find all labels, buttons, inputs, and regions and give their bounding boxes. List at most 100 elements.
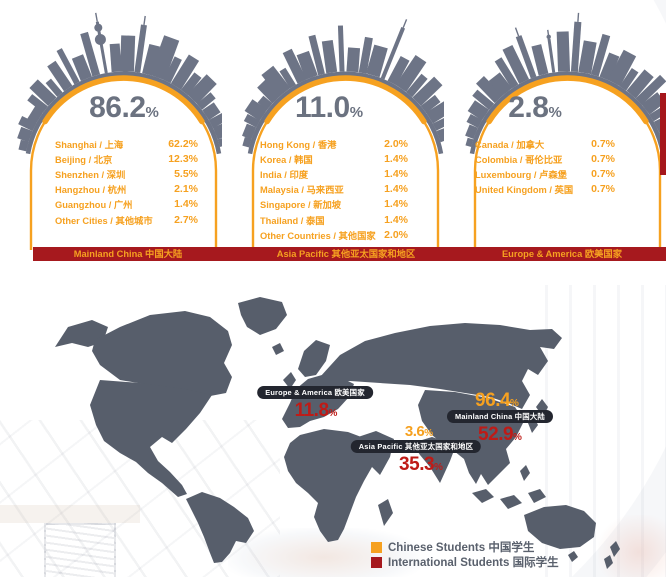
map-label-mainland-china: Mainland China 中国大陆 <box>446 410 554 423</box>
breakdown-value: 0.7% <box>591 152 615 165</box>
breakdown-row: Other Cities / 其他城市 2.7% <box>55 212 198 227</box>
panel-europe-america: 2.8% Canada / 加拿大 0.7% Colombia / 哥伦比亚 0.7… <box>444 0 666 262</box>
value-number: 3.6 <box>404 423 425 440</box>
region-total-percentage: 86.2% <box>13 91 235 125</box>
breakdown-row: Other Countries / 其他国家 2.0% <box>260 227 408 242</box>
breakdown-value: 0.7% <box>591 137 615 150</box>
breakdown-value: 1.4% <box>174 198 198 211</box>
legend-label: International Students 国际学生 <box>388 557 559 569</box>
breakdown-row: Colombia / 哥伦比亚 0.7% <box>475 151 615 166</box>
breakdown-label: Luxembourg / 卢森堡 <box>475 169 567 180</box>
breakdown-label: Korea / 韩国 <box>260 154 313 165</box>
skyline-base-arc <box>247 71 444 155</box>
percent-sign: % <box>434 462 443 473</box>
arch-top-arc <box>42 75 205 125</box>
breakdown-label: United Kingdom / 英国 <box>475 185 574 196</box>
region-panels: 86.2% Shanghai / 上海 62.2% Beijing / 北京 12.… <box>0 0 666 262</box>
breakdown-label: Malaysia / 马来西亚 <box>260 185 344 196</box>
value-number: 11.8 <box>294 400 329 421</box>
percent-sign: % <box>548 104 562 121</box>
panel-arch-graphic <box>242 19 444 250</box>
breakdown-label: Shenzhen / 深圳 <box>55 169 126 180</box>
breakdown-row: Singapore / 新加坡 1.4% <box>260 197 408 212</box>
breakdown-value: 2.0% <box>384 137 408 150</box>
percent-sign: % <box>349 104 364 121</box>
legend-row-international-students: International Students 国际学生 <box>371 555 559 569</box>
breakdown-value: 2.7% <box>174 213 198 226</box>
panel-asia-pacific: 11.0% Hong Kong / 香港 2.0% Korea / 韩国 1.4% … <box>222 0 444 262</box>
region-total-percentage: 2.8% <box>424 91 646 125</box>
breakdown-row: United Kingdom / 英国 0.7% <box>475 182 615 197</box>
arch-top-arc <box>486 75 649 125</box>
panel-arch-graphic <box>465 12 666 250</box>
skyline-base-arc <box>469 71 666 155</box>
breakdown-label: Canada / 加拿大 <box>475 139 545 150</box>
breakdown-value: 1.4% <box>384 167 408 180</box>
panel-mainland-china: 86.2% Shanghai / 上海 62.2% Beijing / 北京 12.… <box>0 0 222 262</box>
percent-sign: % <box>145 104 159 121</box>
breakdown-row: Luxembourg / 卢森堡 0.7% <box>475 166 615 181</box>
map-label-europe-america: Europe & America 欧美国家 <box>257 386 373 399</box>
percent-sign: % <box>513 432 522 443</box>
breakdown-value: 5.5% <box>174 167 198 180</box>
breakdown-label: Thailand / 泰国 <box>260 215 325 226</box>
breakdown-label: Singapore / 新加坡 <box>260 200 342 211</box>
breakdown-row: Shenzhen / 深圳 5.5% <box>55 166 198 181</box>
breakdown-list: Canada / 加拿大 0.7% Colombia / 哥伦比亚 0.7% Lux… <box>475 136 615 197</box>
world-map-illustration <box>55 297 620 569</box>
map-value-europe-international: 11.8% <box>295 400 338 422</box>
breakdown-value: 1.4% <box>384 152 408 165</box>
legend-row-chinese-students: Chinese Students 中国学生 <box>371 540 559 554</box>
breakdown-value: 1.4% <box>384 213 408 226</box>
shanghai-beijing-skyline-icon <box>17 12 222 152</box>
breakdown-row: Hangzhou / 杭州 2.1% <box>55 182 198 197</box>
region-bar-label-mainland-china: Mainland China 中国大陆 <box>73 249 183 259</box>
region-total-number: 2.8 <box>508 91 549 124</box>
map-value-asia-chinese: 3.6% <box>405 423 433 440</box>
breakdown-label: Beijing / 北京 <box>55 154 113 165</box>
breakdown-label: India / 印度 <box>260 169 309 180</box>
panel-arch-graphic <box>17 12 222 250</box>
breakdown-row: Malaysia / 马来西亚 1.4% <box>260 182 408 197</box>
map-legend: Chinese Students 中国学生 International Stud… <box>371 540 559 570</box>
region-total-percentage: 11.0% <box>218 91 440 125</box>
breakdown-value: 2.0% <box>384 228 408 241</box>
skyline-base-arc <box>25 71 222 155</box>
page-edge-tab <box>660 93 666 175</box>
hong-kong-skyline-icon <box>242 19 444 148</box>
breakdown-value: 12.3% <box>168 152 198 165</box>
map-label-asia-pacific: Asia Pacific 其他亚太国家和地区 <box>350 440 482 453</box>
breakdown-label: Other Cities / 其他城市 <box>55 215 153 226</box>
breakdown-row: Beijing / 北京 12.3% <box>55 151 198 166</box>
breakdown-label: Other Countries / 其他国家 <box>260 230 376 241</box>
map-value-mainland-chinese: 96.4% <box>475 390 519 412</box>
map-value-mainland-international: 52.9% <box>478 424 522 446</box>
breakdown-label: Shanghai / 上海 <box>55 139 124 150</box>
region-bar-label-europe-america: Europe & America 欧美国家 <box>501 249 623 259</box>
breakdown-value: 62.2% <box>168 137 198 150</box>
value-number: 96.4 <box>475 390 511 411</box>
breakdown-value: 0.7% <box>591 167 615 180</box>
breakdown-label: Hong Kong / 香港 <box>260 139 337 150</box>
breakdown-row: Hong Kong / 香港 2.0% <box>260 136 408 151</box>
region-total-number: 86.2 <box>89 91 146 124</box>
breakdown-value: 0.7% <box>591 183 615 196</box>
percent-sign: % <box>424 428 434 439</box>
value-number: 35.3 <box>399 454 435 475</box>
legend-label: Chinese Students 中国学生 <box>388 542 535 554</box>
arch-top-arc <box>264 75 427 125</box>
region-footer-bar: Mainland China 中国大陆 Asia Pacific 其他亚太国家和… <box>33 247 666 261</box>
region-bar-label-asia-pacific: Asia Pacific 其他亚太国家和地区 <box>276 249 416 259</box>
breakdown-list: Shanghai / 上海 62.2% Beijing / 北京 12.3% She… <box>55 136 198 227</box>
breakdown-row: Thailand / 泰国 1.4% <box>260 212 408 227</box>
breakdown-list: Hong Kong / 香港 2.0% Korea / 韩国 1.4% India … <box>260 136 408 242</box>
breakdown-value: 1.4% <box>384 183 408 196</box>
breakdown-value: 2.1% <box>174 183 198 196</box>
breakdown-row: Canada / 加拿大 0.7% <box>475 136 615 151</box>
breakdown-row: Guangzhou / 广州 1.4% <box>55 197 198 212</box>
breakdown-row: India / 印度 1.4% <box>260 166 408 181</box>
region-total-number: 11.0 <box>294 91 350 124</box>
percent-sign: % <box>328 408 338 419</box>
international-students-swatch-icon <box>371 556 382 568</box>
breakdown-label: Guangzhou / 广州 <box>55 200 133 211</box>
